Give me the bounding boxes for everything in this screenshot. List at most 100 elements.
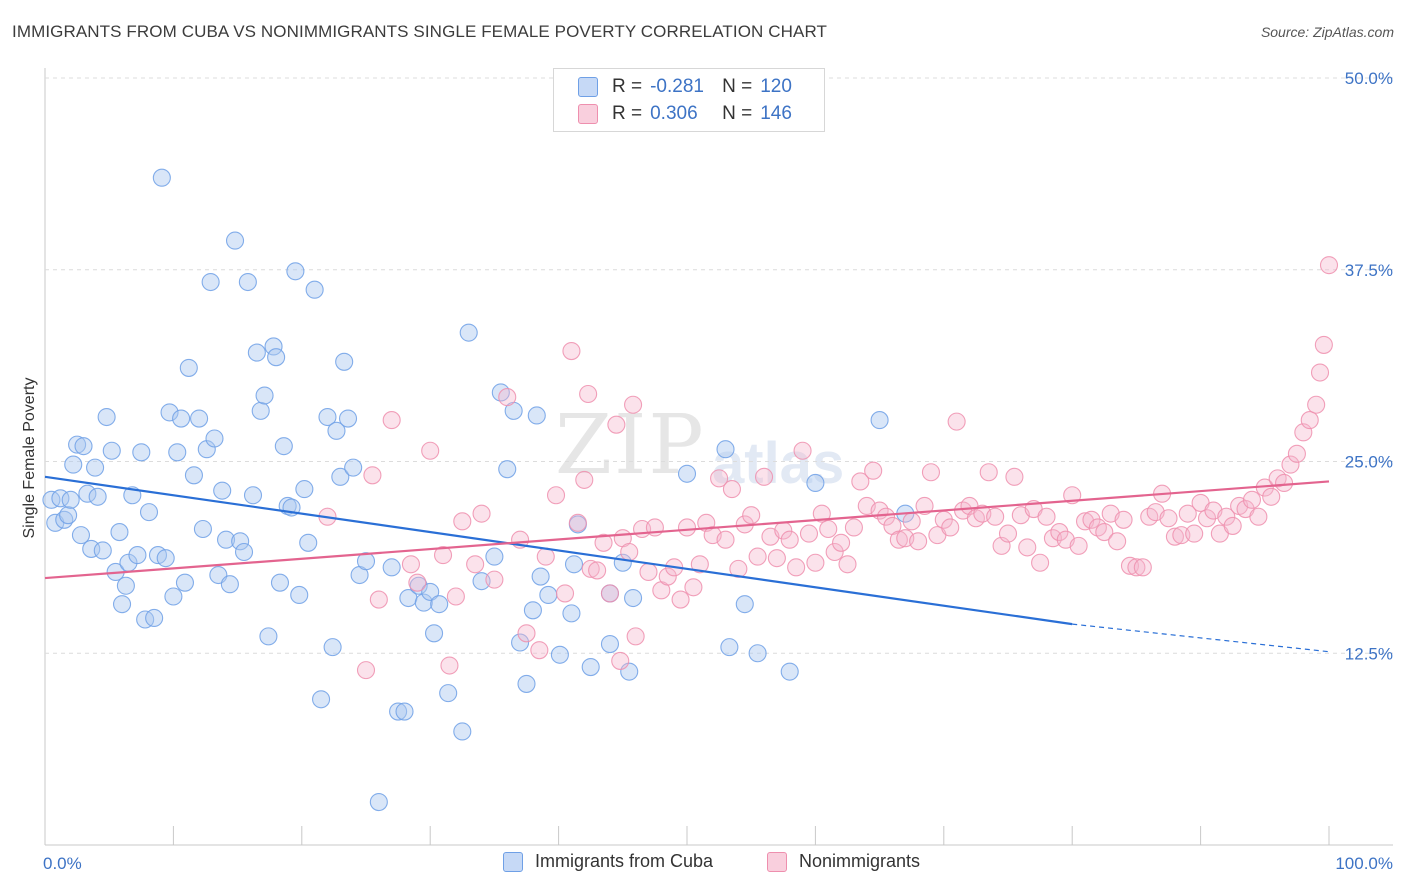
point-cuba	[168, 443, 187, 462]
point-nonimmigrants	[876, 507, 896, 526]
point-nonimmigrants	[624, 395, 643, 414]
point-cuba	[139, 503, 159, 522]
point-nonimmigrants	[1005, 467, 1024, 486]
point-cuba	[517, 674, 536, 693]
legend-r-value-nonimmigrants: 0.306	[650, 103, 698, 124]
point-cuba	[581, 658, 600, 677]
point-nonimmigrants	[838, 555, 857, 574]
legend-r-label: R =	[612, 103, 643, 124]
point-nonimmigrants	[408, 573, 427, 592]
point-nonimmigrants	[844, 518, 863, 537]
point-nonimmigrants	[433, 546, 453, 565]
point-cuba	[175, 573, 195, 592]
point-cuba	[270, 573, 290, 592]
point-cuba	[327, 421, 346, 440]
point-cuba	[562, 604, 581, 623]
point-nonimmigrants	[825, 542, 844, 562]
point-cuba	[193, 519, 212, 539]
point-cuba	[136, 610, 155, 629]
point-nonimmigrants	[421, 441, 440, 460]
point-nonimmigrants	[581, 559, 600, 578]
point-nonimmigrants	[588, 561, 607, 580]
point-nonimmigrants	[611, 651, 630, 670]
point-cuba	[389, 702, 408, 721]
legend-r-value-cuba: -0.281	[650, 76, 704, 97]
legend-swatch-nonimmigrants	[578, 104, 598, 124]
point-cuba	[152, 168, 171, 187]
legend-r-label: R =	[612, 76, 643, 97]
point-nonimmigrants	[1114, 510, 1133, 529]
point-cuba	[498, 460, 517, 479]
point-nonimmigrants	[1300, 411, 1319, 430]
point-nonimmigrants	[607, 415, 626, 434]
point-cuba	[335, 352, 354, 371]
point-cuba	[295, 480, 314, 499]
point-cuba	[110, 523, 129, 542]
point-nonimmigrants	[546, 486, 566, 505]
point-nonimmigrants	[1268, 469, 1287, 488]
point-cuba	[453, 722, 472, 741]
point-nonimmigrants	[1165, 527, 1184, 546]
point-cuba	[42, 490, 61, 509]
point-nonimmigrants	[1310, 363, 1330, 382]
point-cuba	[68, 435, 87, 454]
point-cuba	[459, 323, 478, 342]
point-cuba	[331, 467, 350, 486]
series-legend-nonimmigrants[interactable]: Nonimmigrants	[767, 851, 920, 872]
source-label: Source: ZipAtlas.com	[1260, 24, 1394, 40]
point-nonimmigrants	[748, 547, 767, 566]
point-cuba	[71, 526, 91, 545]
point-nonimmigrants	[1281, 455, 1300, 474]
point-cuba	[523, 601, 542, 620]
point-cuba	[677, 464, 697, 483]
point-nonimmigrants	[1275, 473, 1294, 493]
point-cuba	[539, 585, 558, 605]
point-nonimmigrants	[1050, 523, 1069, 542]
point-cuba	[267, 348, 286, 367]
point-nonimmigrants	[1095, 523, 1114, 542]
point-cuba	[806, 473, 825, 493]
y-tick-label: 12.5%	[1345, 644, 1393, 663]
y-tick-label: 37.5%	[1345, 261, 1393, 280]
point-nonimmigrants	[947, 412, 966, 431]
point-nonimmigrants	[1319, 256, 1339, 275]
point-cuba	[160, 403, 179, 422]
point-cuba	[74, 437, 93, 456]
series-legend-cuba[interactable]: Immigrants from Cuba	[503, 851, 713, 872]
point-cuba	[201, 272, 220, 292]
point-cuba	[716, 440, 735, 459]
legend-row-nonimmigrants: R = 0.306 N = 146	[578, 101, 792, 127]
point-nonimmigrants	[677, 518, 697, 537]
point-cuba	[395, 702, 414, 721]
point-nonimmigrants	[889, 530, 908, 549]
legend-n-label: N =	[722, 103, 753, 124]
point-nonimmigrants	[819, 519, 838, 539]
point-nonimmigrants	[780, 530, 799, 549]
point-cuba	[439, 684, 458, 703]
point-cuba	[527, 406, 546, 425]
point-nonimmigrants	[1197, 509, 1217, 528]
point-nonimmigrants	[363, 466, 382, 485]
point-cuba	[720, 638, 739, 657]
point-nonimmigrants	[1314, 335, 1333, 354]
point-nonimmigrants	[690, 555, 709, 574]
point-cuba	[409, 576, 428, 595]
point-nonimmigrants	[446, 587, 465, 606]
point-nonimmigrants	[832, 533, 851, 552]
trendline-cuba	[44, 475, 1073, 626]
point-nonimmigrants	[485, 570, 504, 589]
point-nonimmigrants	[1307, 395, 1326, 414]
point-cuba	[225, 231, 245, 250]
chart-title: IMMIGRANTS FROM CUBA VS NONIMMIGRANTS SI…	[12, 22, 827, 41]
point-nonimmigrants	[626, 627, 645, 646]
point-cuba	[564, 555, 584, 574]
point-nonimmigrants	[1159, 509, 1178, 528]
point-cuba	[102, 441, 121, 460]
point-nonimmigrants	[864, 461, 883, 480]
point-nonimmigrants	[639, 562, 658, 581]
point-nonimmigrants	[986, 507, 1005, 526]
legend-n-value-nonimmigrants: 146	[760, 103, 792, 124]
point-cuba	[172, 409, 191, 428]
trendline-nonimmigrants	[44, 480, 1330, 580]
